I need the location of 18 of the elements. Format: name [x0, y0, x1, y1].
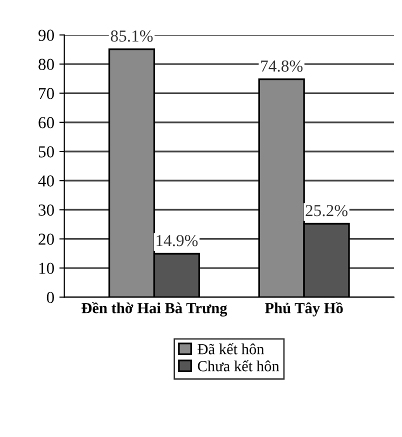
y-tick-label: 20	[38, 234, 54, 245]
legend-label: Đã kết hôn	[198, 343, 264, 354]
y-tick-label: 80	[38, 58, 54, 70]
y-tick-label: 0	[46, 292, 54, 304]
legend-label: Chưa kết hôn	[198, 360, 280, 372]
y-tick-label: 40	[38, 175, 54, 187]
data-label: 74.8%	[261, 60, 303, 72]
y-tick-label: 60	[38, 117, 54, 128]
x-tick-label: Phủ Tây Hồ	[264, 302, 343, 316]
y-tick-label: 70	[39, 88, 54, 100]
y-tick-label: 90	[38, 30, 54, 41]
y-tick-label: 10	[39, 262, 54, 274]
data-label: 25.2%	[306, 204, 348, 216]
data-label: 14.9%	[156, 234, 198, 246]
y-tick-label: 30	[38, 204, 54, 216]
x-tick-label: Đền thờ Hai Bà Trưng	[82, 302, 228, 317]
y-tick-label: 50	[38, 146, 54, 158]
data-label: 85.1%	[110, 30, 153, 42]
